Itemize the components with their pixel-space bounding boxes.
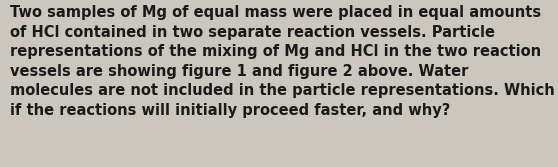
Text: Two samples of Mg of equal mass were placed in equal amounts
of HCl contained in: Two samples of Mg of equal mass were pla… bbox=[10, 5, 555, 118]
